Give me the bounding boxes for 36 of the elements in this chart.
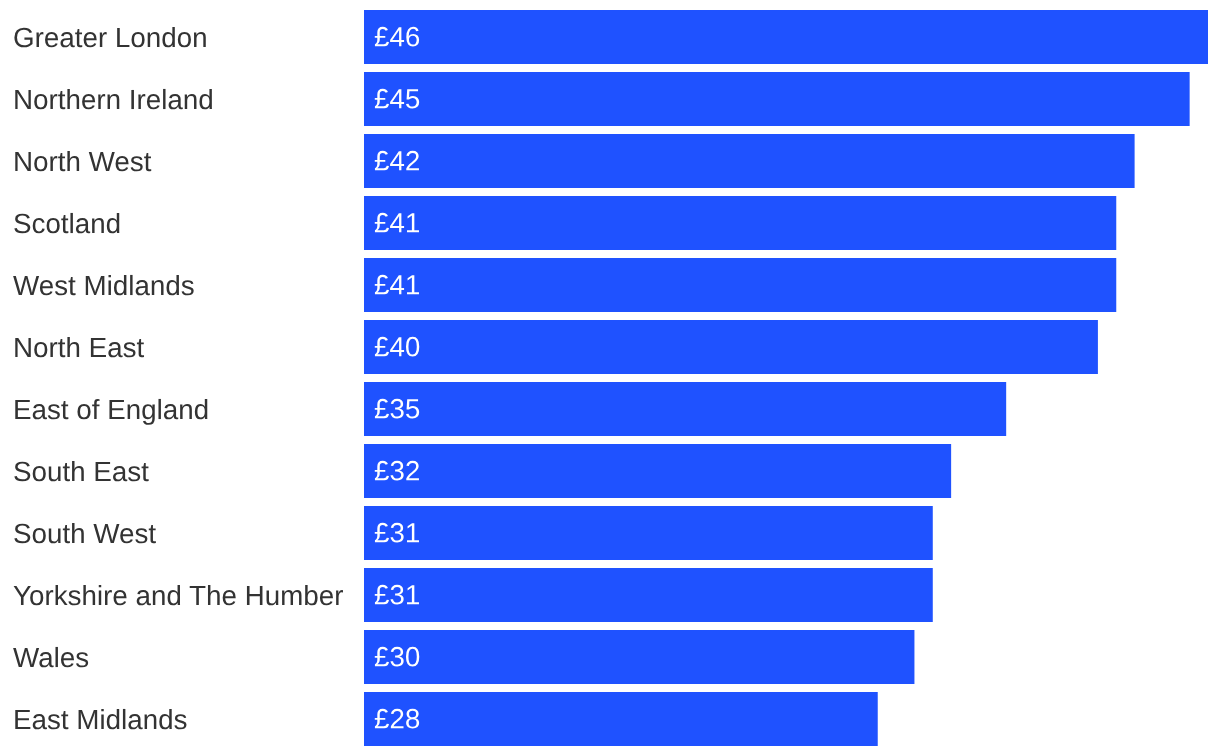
y-tick-label: South West [14,522,156,544]
y-tick-label: Yorkshire and The Humber [13,584,343,606]
bar [364,630,915,684]
y-tick-label: Greater London [14,26,206,48]
bar [364,444,952,498]
bar [364,10,1208,64]
data-label: £46 [374,26,420,47]
bar [364,134,1135,188]
y-tick-label: West Midlands [13,274,194,296]
y-tick-label: Northern Ireland [15,88,212,110]
data-label: £40 [374,336,420,357]
y-tick-label: North West [15,150,152,172]
y-tick-label: South East [14,460,149,482]
bar [364,382,1007,436]
data-label: £31 [374,584,419,605]
bar [364,196,1117,250]
data-label: £41 [374,274,419,295]
bar [364,258,1117,312]
data-label: £42 [374,150,419,171]
data-label: £45 [374,88,420,109]
bar [364,72,1190,126]
data-label: £41 [374,212,419,233]
y-tick-label: Wales [13,646,89,668]
data-label: £32 [374,460,419,481]
bar [364,692,878,746]
y-tick-label: East of England [15,398,208,425]
data-label: £28 [374,708,420,729]
y-tick-label: North East [15,336,145,358]
bar [364,320,1098,374]
bar [364,568,933,622]
data-label: £31 [374,522,419,543]
data-label: £35 [374,398,420,419]
y-tick-label: Scotland [14,212,120,234]
data-label: £30 [374,646,420,667]
y-tick-label: East Midlands [15,708,187,730]
bar [364,506,933,560]
